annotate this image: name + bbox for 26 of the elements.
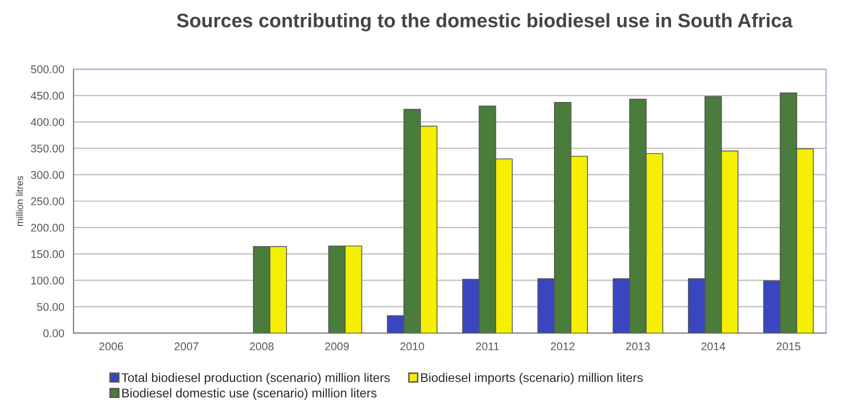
x-tick-label: 2011 xyxy=(476,342,499,350)
y-tick-label: 350.00 xyxy=(30,144,64,152)
y-tick-label: 150.00 xyxy=(31,250,64,258)
x-tick-label: 2006 xyxy=(99,342,124,350)
x-tick-label: 2010 xyxy=(400,342,424,350)
y-tick-label: 0.00 xyxy=(43,329,64,338)
x-tick-label: 2014 xyxy=(701,342,726,350)
y-tick-label: 500.00 xyxy=(30,65,64,74)
legend-label: Biodiesel imports (scenario) million liters xyxy=(421,372,643,385)
y-tick-label: 50.00 xyxy=(37,302,64,311)
x-tick-label: 2012 xyxy=(550,342,574,350)
chart-title: Sources contributing to the domestic biodiesel use in South Africa xyxy=(176,13,793,32)
x-tick-label: 2008 xyxy=(250,342,274,350)
y-tick-label: 200.00 xyxy=(31,224,64,232)
x-tick-label: 2007 xyxy=(174,342,198,350)
y-tick-label: 250.00 xyxy=(31,197,64,206)
y-tick-label: 450.00 xyxy=(30,92,64,100)
legend-label: Biodiesel domestic use (scenario) million liters xyxy=(122,388,376,400)
y-tick-label: 300.00 xyxy=(30,170,64,179)
y-tick-label: 100.00 xyxy=(31,276,64,284)
legend-label: Total biodiesel production (scenario) million liters xyxy=(122,372,390,385)
x-tick-label: 2009 xyxy=(325,342,349,350)
y-axis-title: million litres xyxy=(16,176,24,226)
y-tick-label: 400.00 xyxy=(30,118,64,126)
x-tick-label: 2015 xyxy=(776,342,800,350)
x-tick-label: 2013 xyxy=(626,342,650,350)
